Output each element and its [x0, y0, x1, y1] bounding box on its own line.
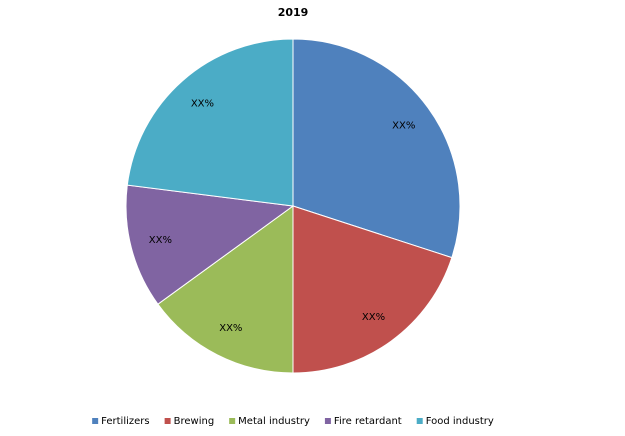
legend-swatch	[229, 418, 236, 424]
legend-label: Fertilizers	[101, 416, 149, 427]
legend-swatch	[416, 418, 423, 424]
legend-swatch	[324, 418, 331, 424]
data-label: XX%	[362, 312, 385, 323]
pie-slice	[292, 205, 453, 374]
pie-slice	[292, 38, 461, 259]
data-label: XX%	[392, 121, 415, 132]
legend-swatch	[92, 418, 99, 424]
data-label: XX%	[149, 235, 172, 246]
pie-slice	[125, 184, 295, 305]
legend-label: Food industry	[426, 416, 494, 427]
pie: XX% XX% XX% XX% XX%	[125, 38, 461, 374]
legend-label: Brewing	[174, 416, 215, 427]
legend-swatch	[164, 418, 171, 424]
pie-slice	[157, 205, 294, 374]
legend: Fertilizers Brewing Metal industry Fire ret…	[92, 416, 494, 427]
pie-slice	[126, 38, 294, 207]
data-label: XX%	[191, 98, 214, 109]
chart-title: 2019	[278, 6, 309, 19]
legend-label: Metal industry	[238, 416, 310, 427]
data-label: XX%	[219, 323, 242, 334]
legend-label: Fire retardant	[334, 416, 402, 427]
